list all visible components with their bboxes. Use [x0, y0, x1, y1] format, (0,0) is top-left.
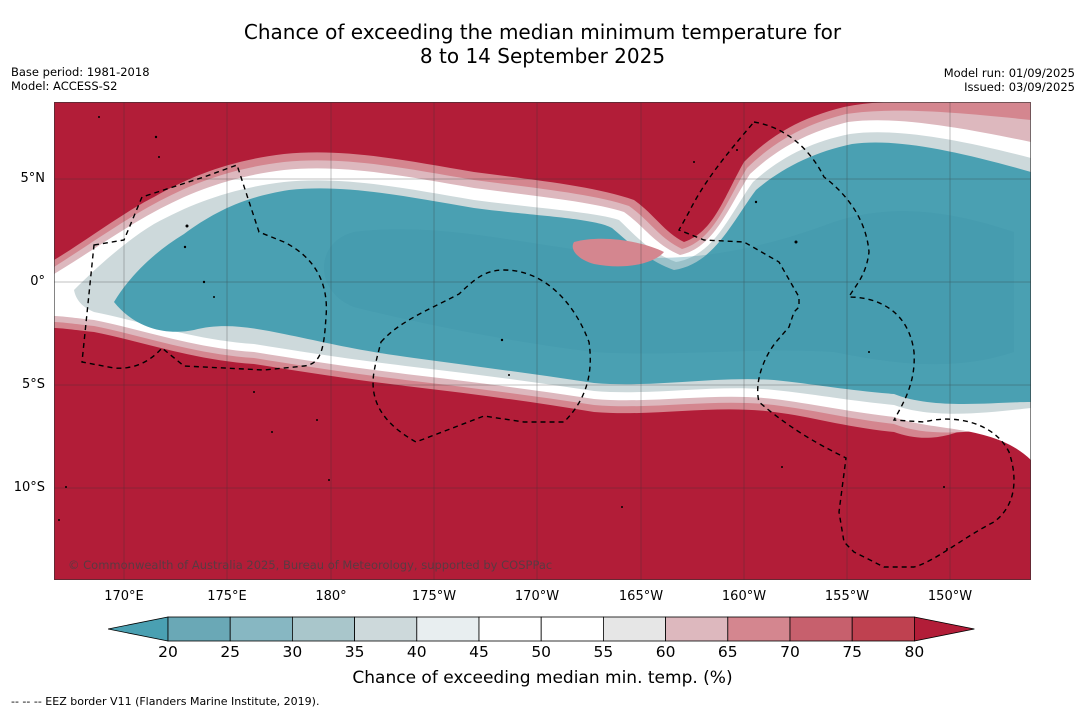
colorbar-tick-label: 20: [158, 643, 178, 661]
colorbar-tick-label: 30: [282, 643, 303, 661]
colorbar-cell: [478, 616, 542, 642]
chart-title: Chance of exceeding the median minimum t…: [0, 20, 1085, 68]
graticule: [54, 102, 1031, 580]
run-info: Model run: 01/09/2025 Issued: 03/09/2025: [944, 66, 1075, 94]
colorbar-cell: [354, 616, 418, 642]
colorbar-tick-label: 35: [344, 643, 365, 661]
lat-tick-5s: 5°S: [21, 377, 45, 392]
lat-tick-5n: 5°N: [20, 171, 46, 186]
lon-tick-165w: 165°W: [618, 589, 664, 604]
colorbar-cell: [229, 616, 293, 642]
colorbar-tick-label: 70: [780, 643, 800, 661]
base-period: Base period: 1981-2018: [11, 65, 150, 79]
cool-core-dark: [324, 211, 1014, 365]
title-line-2: 8 to 14 September 2025: [419, 44, 666, 68]
issued-date: Issued: 03/09/2025: [964, 80, 1075, 94]
colorbar-tick-label: 80: [904, 643, 925, 661]
lon-tick-160w: 160°W: [721, 589, 767, 604]
colorbar-cell: [291, 616, 355, 642]
lon-tick-155w: 155°W: [824, 589, 870, 604]
lon-tick-150w: 150°W: [927, 589, 973, 604]
copyright-notice: © Commonwealth of Australia 2025, Bureau…: [68, 558, 553, 572]
colorbar: [108, 616, 975, 642]
colorbar-tick-label: 45: [469, 643, 489, 661]
colorbar-extend-high: [914, 616, 975, 642]
colorbar-tick-label: 25: [220, 643, 241, 661]
colorbar-cell: [602, 616, 666, 642]
colorbar-tick-label: 55: [593, 643, 614, 661]
model-name: Model: ACCESS-S2: [11, 79, 118, 93]
cool-tongue: [114, 142, 1031, 404]
lon-tick-175w: 175°W: [411, 589, 457, 604]
model-run: Model run: 01/09/2025: [943, 66, 1075, 80]
colorbar-cell: [665, 616, 729, 642]
lon-tick-170w: 170°W: [514, 589, 560, 604]
lon-tick-175e: 175°E: [207, 589, 247, 604]
colorbar-tick-label: 50: [531, 643, 552, 661]
colorbar-cell: [167, 616, 231, 642]
colorbar-cell: [540, 616, 604, 642]
colorbar-tick-label: 75: [842, 643, 863, 661]
colorbar-tick-label: 60: [655, 643, 676, 661]
colorbar-cell: [789, 616, 853, 642]
colorbar-cell: [727, 616, 791, 642]
lon-tick-170e: 170°E: [104, 589, 144, 604]
colorbar-cell: [416, 616, 480, 642]
eez-footnote: -- -- -- EEZ border V11 (Flanders Marine…: [11, 695, 320, 708]
title-line-1: Chance of exceeding the median minimum t…: [243, 20, 842, 44]
colorbar-tick-label: 65: [717, 643, 738, 661]
lat-tick-0: 0°: [30, 274, 45, 289]
model-info: Base period: 1981-2018 Model: ACCESS-S2: [11, 65, 150, 93]
colorbar-cell: [851, 616, 915, 642]
eez-borders: [81, 121, 1015, 568]
islands: [58, 116, 948, 550]
lat-tick-10s: 10°S: [13, 480, 45, 495]
colorbar-tick-label: 40: [406, 643, 427, 661]
forecast-map: [54, 102, 1031, 580]
colorbar-extend-low: [108, 616, 169, 642]
lon-tick-180: 180°: [315, 589, 347, 604]
colorbar-title: Chance of exceeding median min. temp. (%…: [352, 668, 733, 688]
